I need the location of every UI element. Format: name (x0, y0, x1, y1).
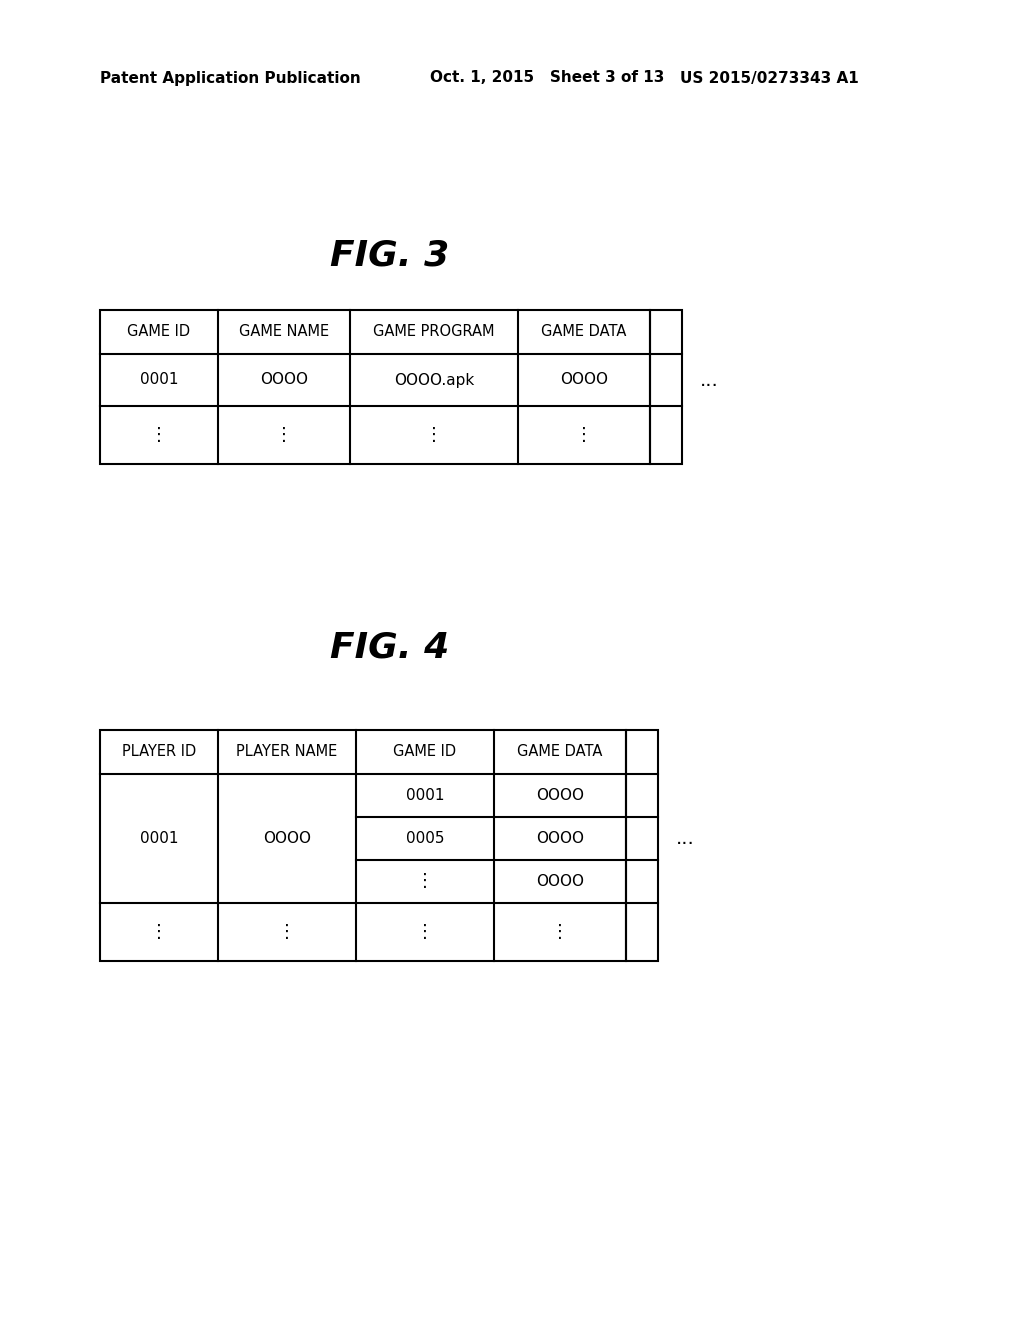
Text: ⋮: ⋮ (275, 426, 293, 444)
Bar (100, 310, 650, 465)
Bar (626, 730, 658, 961)
Text: PLAYER NAME: PLAYER NAME (237, 744, 338, 759)
Text: 0001: 0001 (139, 832, 178, 846)
Text: ⋮: ⋮ (150, 426, 168, 444)
Text: PLAYER ID: PLAYER ID (122, 744, 197, 759)
Text: 0005: 0005 (406, 832, 444, 846)
Text: OOOO: OOOO (536, 788, 584, 803)
Text: ⋮: ⋮ (425, 426, 443, 444)
Text: ⋮: ⋮ (278, 923, 296, 941)
Text: ...: ... (676, 829, 694, 847)
Text: ⋮: ⋮ (416, 873, 434, 891)
Bar (650, 310, 682, 465)
Text: 0001: 0001 (406, 788, 444, 803)
Text: ⋮: ⋮ (150, 923, 168, 941)
Text: OOOO: OOOO (536, 874, 584, 888)
Text: OOOO: OOOO (536, 832, 584, 846)
Text: GAME DATA: GAME DATA (517, 744, 603, 759)
Text: OOOO.apk: OOOO.apk (394, 372, 474, 388)
Text: 0001: 0001 (139, 372, 178, 388)
Text: GAME ID: GAME ID (393, 744, 457, 759)
Text: GAME DATA: GAME DATA (542, 325, 627, 339)
Text: ⋮: ⋮ (416, 923, 434, 941)
Text: FIG. 4: FIG. 4 (331, 631, 450, 665)
Text: GAME ID: GAME ID (127, 325, 190, 339)
Text: FIG. 3: FIG. 3 (331, 238, 450, 272)
Text: OOOO: OOOO (263, 832, 311, 846)
Text: OOOO: OOOO (260, 372, 308, 388)
Text: Oct. 1, 2015   Sheet 3 of 13: Oct. 1, 2015 Sheet 3 of 13 (430, 70, 665, 86)
Text: ⋮: ⋮ (551, 923, 569, 941)
Text: ...: ... (700, 371, 719, 389)
Text: OOOO: OOOO (560, 372, 608, 388)
Text: US 2015/0273343 A1: US 2015/0273343 A1 (680, 70, 859, 86)
Text: GAME NAME: GAME NAME (239, 325, 329, 339)
Bar (100, 730, 626, 961)
Text: ⋮: ⋮ (575, 426, 593, 444)
Text: GAME PROGRAM: GAME PROGRAM (374, 325, 495, 339)
Text: Patent Application Publication: Patent Application Publication (100, 70, 360, 86)
